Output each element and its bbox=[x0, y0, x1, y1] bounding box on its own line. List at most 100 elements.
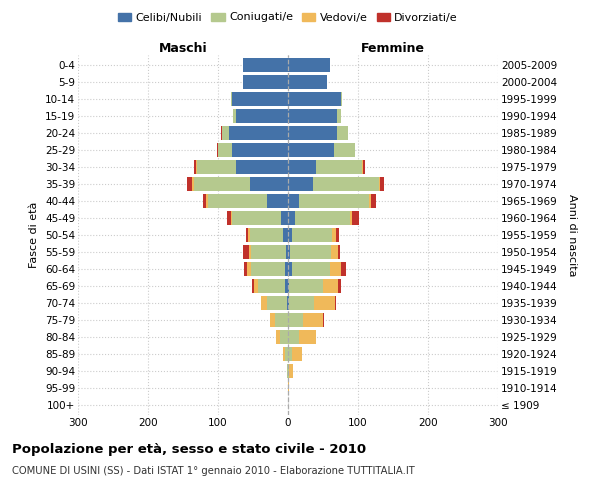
Bar bbox=[341, 92, 342, 106]
Bar bbox=[380, 177, 384, 191]
Bar bbox=[334, 143, 355, 157]
Bar bbox=[232, 211, 281, 225]
Bar bbox=[283, 228, 288, 242]
Bar bbox=[193, 177, 250, 191]
Y-axis label: Fasce di età: Fasce di età bbox=[29, 202, 40, 268]
Bar bbox=[262, 296, 267, 310]
Bar bbox=[221, 126, 229, 140]
Bar bbox=[275, 313, 288, 327]
Bar bbox=[250, 228, 283, 242]
Bar bbox=[218, 143, 232, 157]
Bar bbox=[235, 109, 288, 123]
Bar bbox=[250, 177, 288, 191]
Bar bbox=[338, 245, 340, 259]
Bar bbox=[283, 347, 284, 361]
Bar bbox=[288, 330, 299, 344]
Bar bbox=[288, 381, 289, 395]
Bar bbox=[379, 177, 380, 191]
Bar bbox=[335, 228, 339, 242]
Bar bbox=[247, 262, 251, 276]
Bar bbox=[288, 58, 330, 72]
Bar bbox=[338, 279, 341, 293]
Bar bbox=[235, 160, 288, 174]
Bar bbox=[242, 58, 288, 72]
Bar bbox=[288, 92, 341, 106]
Bar bbox=[243, 245, 249, 259]
Bar bbox=[197, 160, 235, 174]
Bar bbox=[249, 245, 251, 259]
Bar bbox=[258, 279, 284, 293]
Bar bbox=[341, 262, 346, 276]
Bar bbox=[288, 296, 289, 310]
Bar bbox=[288, 194, 299, 208]
Text: COMUNE DI USINI (SS) - Dati ISTAT 1° gennaio 2010 - Elaborazione TUTTITALIA.IT: COMUNE DI USINI (SS) - Dati ISTAT 1° gen… bbox=[12, 466, 415, 476]
Bar bbox=[287, 364, 288, 378]
Text: Popolazione per età, sesso e stato civile - 2010: Popolazione per età, sesso e stato civil… bbox=[12, 442, 366, 456]
Bar bbox=[288, 313, 304, 327]
Bar bbox=[281, 211, 288, 225]
Bar bbox=[330, 262, 341, 276]
Bar bbox=[242, 75, 288, 89]
Bar bbox=[337, 126, 347, 140]
Bar bbox=[270, 313, 275, 327]
Bar bbox=[288, 211, 295, 225]
Bar bbox=[314, 296, 335, 310]
Bar bbox=[284, 262, 288, 276]
Bar bbox=[284, 279, 288, 293]
Bar bbox=[290, 245, 331, 259]
Bar bbox=[323, 279, 338, 293]
Bar bbox=[244, 262, 247, 276]
Bar bbox=[288, 364, 289, 378]
Bar bbox=[299, 330, 316, 344]
Bar bbox=[206, 194, 208, 208]
Bar bbox=[288, 177, 313, 191]
Bar bbox=[288, 160, 316, 174]
Bar bbox=[187, 177, 192, 191]
Bar bbox=[267, 194, 288, 208]
Bar bbox=[288, 228, 292, 242]
Bar bbox=[289, 364, 293, 378]
Y-axis label: Anni di nascita: Anni di nascita bbox=[567, 194, 577, 276]
Bar bbox=[230, 211, 232, 225]
Bar bbox=[251, 262, 284, 276]
Bar bbox=[227, 211, 230, 225]
Bar bbox=[280, 330, 288, 344]
Bar bbox=[192, 177, 193, 191]
Bar bbox=[251, 245, 286, 259]
Bar bbox=[304, 313, 323, 327]
Bar bbox=[292, 228, 332, 242]
Bar bbox=[288, 347, 292, 361]
Bar bbox=[289, 279, 323, 293]
Bar bbox=[287, 296, 288, 310]
Bar bbox=[232, 143, 288, 157]
Bar bbox=[289, 296, 314, 310]
Bar bbox=[254, 279, 258, 293]
Text: Maschi: Maschi bbox=[158, 42, 208, 55]
Text: Femmine: Femmine bbox=[361, 42, 425, 55]
Bar bbox=[288, 279, 289, 293]
Bar bbox=[232, 92, 288, 106]
Bar bbox=[229, 126, 288, 140]
Bar bbox=[246, 228, 248, 242]
Bar bbox=[288, 75, 326, 89]
Bar bbox=[337, 109, 341, 123]
Bar bbox=[233, 109, 235, 123]
Bar bbox=[284, 347, 288, 361]
Bar bbox=[331, 245, 338, 259]
Legend: Celibi/Nubili, Coniugati/e, Vedovi/e, Divorziati/e: Celibi/Nubili, Coniugati/e, Vedovi/e, Di… bbox=[113, 8, 463, 27]
Bar bbox=[361, 160, 363, 174]
Bar bbox=[260, 296, 262, 310]
Bar bbox=[288, 262, 292, 276]
Bar bbox=[313, 177, 379, 191]
Bar bbox=[299, 194, 368, 208]
Bar bbox=[288, 245, 290, 259]
Bar bbox=[295, 211, 350, 225]
Bar bbox=[267, 296, 287, 310]
Bar bbox=[288, 126, 337, 140]
Bar bbox=[350, 211, 352, 225]
Bar bbox=[286, 245, 288, 259]
Bar bbox=[335, 296, 337, 310]
Bar bbox=[368, 194, 371, 208]
Bar bbox=[196, 160, 197, 174]
Bar bbox=[371, 194, 376, 208]
